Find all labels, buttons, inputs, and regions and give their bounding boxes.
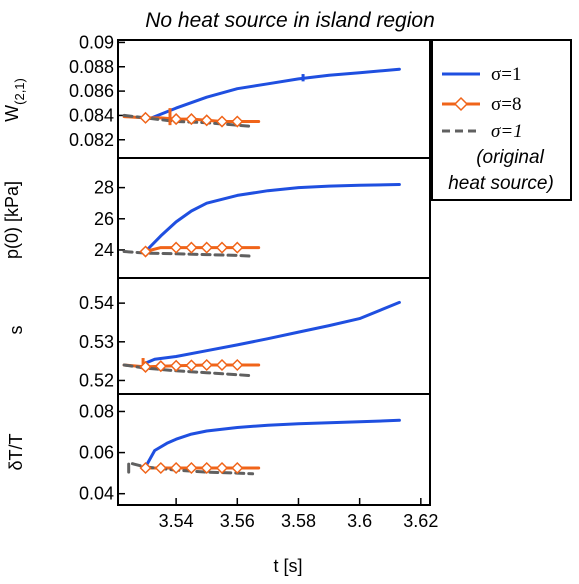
series-point-sigma8 [231,241,244,254]
y-tick-label: 0.084 [69,105,114,125]
series-p0 [122,183,401,258]
y-tick-label: 0.086 [69,81,114,101]
series-point-sigma8 [231,461,244,475]
series-point-sigma8 [170,113,183,126]
series-line-sigma1 [144,418,401,469]
series-point-sigma8 [215,241,229,254]
series-point-sigma8 [170,359,183,372]
series-point-sigma8 [139,245,152,258]
y-axis-ticks-p0: 24 26 28 [94,178,125,260]
y-tick-label: 0.52 [79,370,114,390]
y-tick-label: 0.54 [79,293,114,313]
series-point-sigma8 [215,115,229,128]
y-axis-label-dtt: δT/T [6,433,26,470]
legend-label-sigma1: σ=1 [491,64,521,85]
x-tick-label: 3.62 [403,511,438,531]
legend-note-line2: heat source) [448,173,554,194]
y-tick-label: 0.06 [79,443,114,463]
series-point-sigma8 [154,360,167,373]
series-line-sigma1 [144,300,401,365]
y-tick-label: 0.08 [79,401,114,421]
panel-p0: 24 26 28 p(0) [kPa] [2,157,431,279]
y-axis-label-p0: p(0) [kPa] [2,181,22,259]
y-axis-label-s: s [6,326,26,335]
x-axis-ticks: 3.54 3.56 3.58 3.6 3.62 [159,498,438,531]
series-point-sigma8 [139,360,152,373]
y-axis-label-w21-subscript: (2,1) [12,78,27,105]
y-tick-label: 0.088 [69,57,114,77]
chart-title: No heat source in island region [145,9,435,32]
series-point-sigma8 [185,461,198,475]
panel-w21: 0.082 0.084 0.086 0.088 0.09 W(2,1) [2,32,431,159]
plot-frame-w21 [117,39,431,159]
series-point-sigma8 [231,115,244,128]
y-tick-label: 0.09 [79,32,114,52]
y-tick-label: 26 [94,209,114,229]
series-point-sigma8 [185,113,198,126]
y-axis-ticks-w21: 0.082 0.084 0.086 0.088 0.09 [69,32,125,150]
y-tick-label: 24 [94,240,114,260]
series-point-sigma8 [200,461,213,475]
y-tick-label: 28 [94,178,114,198]
series-point-sigma8 [231,358,244,372]
legend-note-line1: (original [476,147,544,168]
legend: σ=1 σ=8 σ=1 (original heat source) [431,39,572,201]
y-axis-label-w21-main: W [2,105,22,122]
x-tick-label: 3.58 [281,511,316,531]
legend-box [431,39,572,201]
y-tick-label: 0.082 [69,130,114,150]
series-point-sigma8 [200,114,213,127]
y-axis-ticks-dtt: 0.04 0.06 0.08 [79,401,125,504]
series-point-sigma8 [200,241,213,254]
series-dtt [127,418,401,476]
series-point-sigma8 [185,241,198,254]
series-w21 [122,67,401,128]
series-point-sigma8 [154,461,167,475]
series-point-sigma8 [215,461,229,475]
series-point-sigma8 [170,461,183,475]
legend-label-original: σ=1 [491,121,523,142]
series-point-sigma8 [215,358,229,372]
series-s [122,300,401,378]
series-point-sigma8 [139,111,152,124]
plot-frame-dtt [117,393,431,506]
y-axis-label-w21: W(2,1) [2,78,27,122]
y-axis-ticks-s: 0.52 0.53 0.54 [79,293,125,390]
x-tick-label: 3.56 [220,511,255,531]
y-tick-label: 0.53 [79,332,114,352]
series-point-sigma8 [200,358,213,372]
series-point-sigma8 [185,359,198,372]
x-axis-label: t [s] [273,556,302,576]
panel-dtt: 0.04 0.06 0.08 δT/T [6,393,431,506]
y-tick-label: 0.04 [79,484,114,504]
series-line-sigma1 [144,183,401,253]
series-point-sigma8 [139,461,152,475]
legend-marker-sigma8 [453,96,469,112]
x-tick-label: 3.6 [347,511,372,531]
legend-label-sigma8: σ=8 [491,94,521,115]
series-line-sigma1 [150,67,401,120]
x-tick-label: 3.54 [159,511,194,531]
plot-frame-p0 [117,157,431,279]
panel-s: 0.52 0.53 0.54 s [6,277,431,395]
series-point-sigma8 [170,241,183,254]
